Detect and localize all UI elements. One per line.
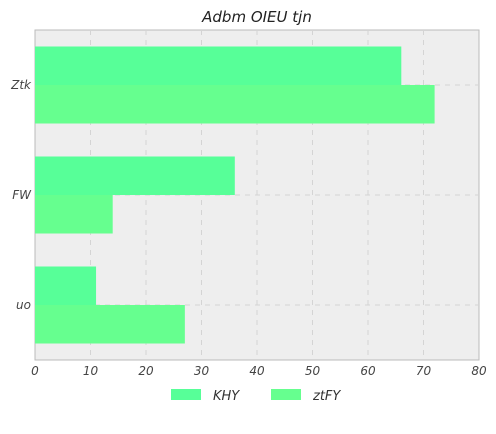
x-tick-label-5: 50: [305, 364, 321, 378]
bars: [35, 46, 435, 344]
x-tick-label-0: 0: [31, 364, 39, 378]
legend-label-KHY: KHY: [213, 389, 240, 404]
legend-label-ztFY: ztFY: [312, 389, 341, 404]
chart-title: Adbm OIEU tjn: [201, 8, 312, 26]
x-tick-label-1: 10: [83, 364, 99, 378]
bar-KHY-Ztk: [35, 46, 402, 85]
bar-ztFY-uo: [35, 305, 185, 344]
x-tick-label-2: 20: [138, 364, 154, 378]
legend: KHY ztFY: [171, 389, 341, 404]
y-tick-label-1: FW: [12, 188, 32, 202]
y-tick-label-2: uo: [16, 298, 31, 312]
x-tick-label-4: 40: [249, 364, 265, 378]
bar-KHY-FW: [35, 156, 235, 195]
x-tick-label-7: 70: [416, 364, 432, 378]
bar-ztFY-FW: [35, 195, 113, 234]
y-tick-label-0: Ztk: [10, 78, 32, 92]
legend-swatch-ztFY: [271, 389, 301, 400]
x-axis-tick-labels: 0 10 20 30 40 50 60 70 80: [31, 364, 487, 378]
y-axis-tick-labels: Ztk FW uo: [10, 78, 32, 312]
bar-KHY-uo: [35, 266, 97, 305]
legend-swatch-KHY: [171, 389, 201, 400]
bar-ztFY-Ztk: [35, 85, 435, 124]
x-tick-label-8: 80: [471, 364, 487, 378]
x-tick-label-6: 60: [360, 364, 376, 378]
x-tick-label-3: 30: [194, 364, 210, 378]
